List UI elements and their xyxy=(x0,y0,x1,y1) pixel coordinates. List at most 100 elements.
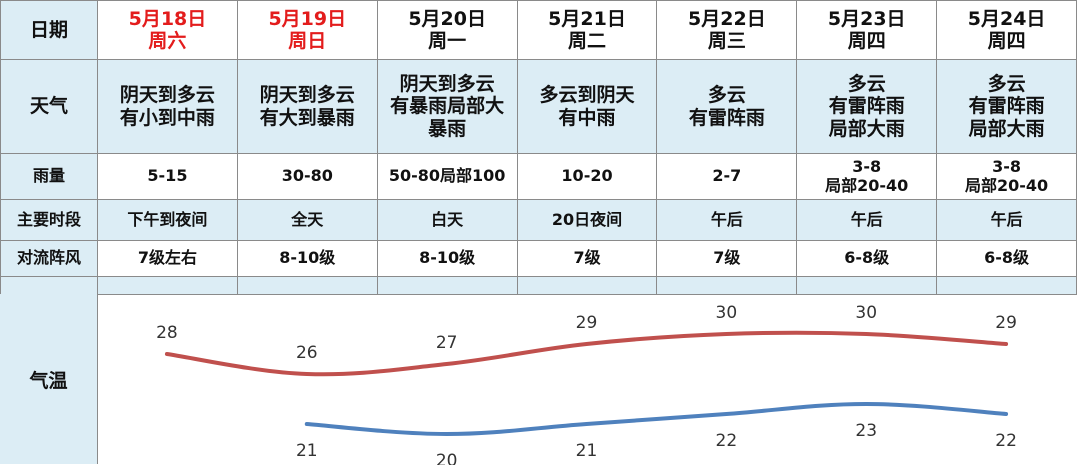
rain-line: 30-80 xyxy=(281,166,333,186)
rain-cell: 3-8 局部20-40 xyxy=(936,153,1078,200)
weather-line: 多云 xyxy=(847,72,886,95)
wind-row-label: 对流阵风 xyxy=(0,240,98,277)
weather-row: 天气 阴天到多云 有小到中雨 阴天到多云 有大到暴雨 阴天到多云 有暴雨局部大 暴雨 多云到阴… xyxy=(0,59,1078,154)
wind-cell: 7级 xyxy=(656,240,798,277)
spacer-row xyxy=(0,276,1078,295)
rain-cell: 3-8 局部20-40 xyxy=(796,153,938,200)
rain-line: 10-20 xyxy=(561,166,613,186)
weather-line: 有雷阵雨 xyxy=(968,95,1045,118)
weather-cell: 多云 有雷阵雨 局部大雨 xyxy=(936,59,1078,154)
spacer-row-label xyxy=(0,276,98,295)
rain-row: 雨量 5-15 30-80 50-80局部100 10-20 2-7 3-8 局部20-40… xyxy=(0,153,1078,200)
rain-cell: 30-80 xyxy=(236,153,378,200)
spacer-cell xyxy=(376,276,518,295)
rain-cell: 2-7 xyxy=(656,153,798,200)
period-row: 主要时段 下午到夜间 全天 白天 20日夜间 午后 午后 午后 xyxy=(0,199,1078,241)
spacer-cell xyxy=(796,276,938,295)
weather-line: 有雷阵雨 xyxy=(688,106,765,129)
low-temp-label: 22 xyxy=(995,431,1017,451)
rain-line: 3-8 xyxy=(852,156,882,176)
rain-line: 2-7 xyxy=(712,166,742,186)
spacer-cell xyxy=(656,276,798,295)
spacer-cell xyxy=(97,276,238,295)
high-temp-label: 30 xyxy=(855,303,877,323)
weather-line: 暴雨 xyxy=(428,117,467,140)
date-row: 日期 5月18日 周六 5月19日 周日 5月20日 周一 5月21日 周二 5月22日 周三 5月… xyxy=(0,0,1078,60)
day-date: 5月20日 xyxy=(408,7,486,30)
wind-cell: 7级左右 xyxy=(97,240,238,277)
rain-row-label: 雨量 xyxy=(0,153,98,200)
day-header: 5月18日 周六 xyxy=(97,0,238,60)
low-temp-label: 23 xyxy=(855,421,877,441)
day-date: 5月21日 xyxy=(548,7,626,30)
rain-line: 5-15 xyxy=(147,166,188,186)
day-weekday: 周四 xyxy=(987,30,1026,52)
day-weekday: 周六 xyxy=(148,30,187,52)
day-weekday: 周四 xyxy=(847,30,886,52)
day-header: 5月19日 周日 xyxy=(236,0,378,60)
period-row-label: 主要时段 xyxy=(0,199,98,241)
day-header: 5月21日 周二 xyxy=(516,0,658,60)
high-temp-label: 26 xyxy=(296,343,318,363)
day-date: 5月18日 xyxy=(128,7,207,30)
high-temp-label: 27 xyxy=(436,333,458,353)
weather-cell: 阴天到多云 有大到暴雨 xyxy=(236,59,378,154)
high-temp-label: 29 xyxy=(576,313,598,333)
period-cell: 午后 xyxy=(796,199,938,241)
forecast-table: 日期 5月18日 周六 5月19日 周日 5月20日 周一 5月21日 周二 5月22日 周三 5月… xyxy=(0,0,1078,295)
low-temp-label: 21 xyxy=(576,441,598,461)
weather-line: 局部大雨 xyxy=(828,117,905,140)
rain-line: 局部20-40 xyxy=(964,175,1049,195)
period-cell: 午后 xyxy=(656,199,798,241)
day-weekday: 周二 xyxy=(568,30,607,52)
weather-line: 多云 xyxy=(987,72,1026,95)
temperature-row-label: 气温 xyxy=(0,294,98,464)
high-temp-label: 28 xyxy=(156,323,178,343)
weather-line: 多云 xyxy=(707,84,746,107)
weather-row-label: 天气 xyxy=(0,59,98,154)
weather-line: 有雷阵雨 xyxy=(828,95,905,118)
day-weekday: 周三 xyxy=(707,30,746,52)
weather-cell: 多云 有雷阵雨 xyxy=(656,59,798,154)
period-cell: 20日夜间 xyxy=(516,199,658,241)
spacer-cell xyxy=(516,276,658,295)
low-temp-label: 20 xyxy=(436,451,458,465)
wind-cell: 6-8级 xyxy=(796,240,938,277)
wind-cell: 6-8级 xyxy=(936,240,1078,277)
spacer-cell xyxy=(936,276,1078,295)
weather-line: 多云到阴天 xyxy=(539,84,635,107)
weather-cell: 阴天到多云 有暴雨局部大 暴雨 xyxy=(376,59,518,154)
date-row-label: 日期 xyxy=(0,0,98,60)
day-date: 5月24日 xyxy=(967,7,1046,30)
day-header: 5月24日 周四 xyxy=(936,0,1078,60)
day-date: 5月23日 xyxy=(827,7,906,30)
day-date: 5月19日 xyxy=(268,7,347,30)
period-cell: 全天 xyxy=(236,199,378,241)
wind-cell: 7级 xyxy=(516,240,658,277)
wind-row: 对流阵风 7级左右 8-10级 8-10级 7级 7级 6-8级 6-8级 xyxy=(0,240,1078,277)
spacer-cell xyxy=(236,276,378,295)
rain-line: 50-80局部100 xyxy=(388,166,506,186)
day-weekday: 周日 xyxy=(288,30,327,52)
rain-cell: 50-80局部100 xyxy=(376,153,518,200)
temperature-section: 气温 28 26 27 29 30 30 29 21 20 21 22 23 22 xyxy=(0,294,1076,465)
weather-line: 局部大雨 xyxy=(968,117,1045,140)
high-temp-label: 29 xyxy=(995,313,1017,333)
low-temp-label: 21 xyxy=(296,441,318,461)
day-header: 5月20日 周一 xyxy=(376,0,518,60)
high-temp-line xyxy=(164,330,1009,377)
weather-line: 有小到中雨 xyxy=(119,106,215,129)
day-header: 5月22日 周三 xyxy=(656,0,798,60)
weather-line: 有大到暴雨 xyxy=(259,106,355,129)
high-temp-label: 30 xyxy=(716,303,738,323)
weather-line: 阴天到多云 xyxy=(119,84,215,107)
weather-cell: 阴天到多云 有小到中雨 xyxy=(97,59,238,154)
period-cell: 白天 xyxy=(376,199,518,241)
day-date: 5月22日 xyxy=(688,7,766,30)
wind-cell: 8-10级 xyxy=(236,240,378,277)
wind-cell: 8-10级 xyxy=(376,240,518,277)
weather-line: 有中雨 xyxy=(558,106,616,129)
weather-cell: 多云 有雷阵雨 局部大雨 xyxy=(796,59,938,154)
temperature-chart: 28 26 27 29 30 30 29 21 20 21 22 23 22 xyxy=(156,303,1017,465)
